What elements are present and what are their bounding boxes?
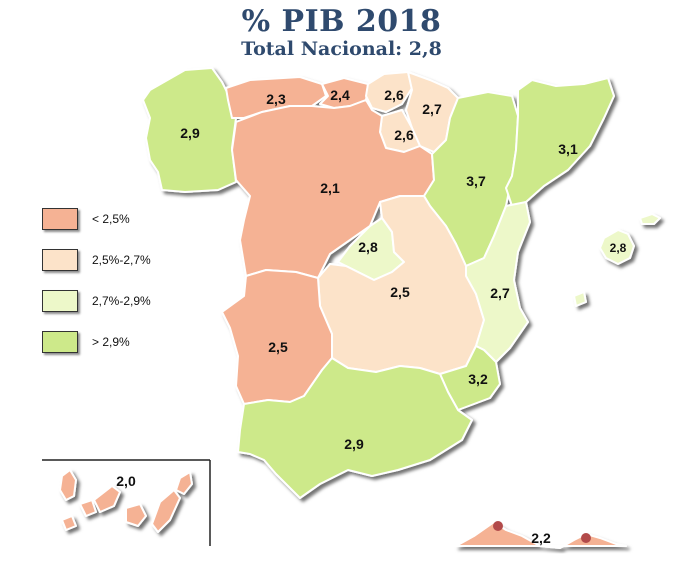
label-andalucia: 2,9 — [344, 436, 364, 452]
label-cantabria: 2,4 — [330, 87, 350, 103]
label-la-rioja: 2,6 — [394, 127, 414, 143]
legend-label: < 2,5% — [92, 211, 130, 226]
label-galicia: 2,9 — [180, 125, 200, 141]
region-canarias-hierro — [79, 499, 97, 517]
legend-item-lt-2-5: < 2,5% — [42, 206, 151, 231]
label-aragon: 3,7 — [466, 173, 486, 189]
label-comunidad-valenciana: 2,7 — [490, 285, 510, 301]
label-castilla-leon: 2,1 — [320, 180, 340, 196]
region-baleares-ibiza — [573, 291, 587, 307]
label-castilla-la-mancha: 2,5 — [390, 284, 410, 300]
map-title: % PIB 2018 — [241, 4, 442, 39]
label-cataluna: 3,1 — [558, 141, 578, 157]
region-cataluna — [505, 77, 615, 207]
label-pais-vasco: 2,6 — [384, 87, 404, 103]
legend-swatch — [42, 289, 78, 312]
region-galicia — [142, 67, 237, 193]
melilla-marker — [581, 533, 591, 543]
legend-label: 2,7%-2,9% — [92, 293, 151, 308]
label-ceuta-melilla: 2,2 — [531, 530, 551, 546]
label-baleares: 2,8 — [610, 241, 627, 255]
legend-swatch — [42, 330, 78, 353]
ceuta-melilla-inset: 2,2 — [455, 521, 627, 549]
region-canarias-lanzarote — [175, 471, 193, 495]
legend-label: > 2,9% — [92, 334, 130, 349]
label-extremadura: 2,5 — [268, 339, 288, 355]
legend-label: 2,5%-2,7% — [92, 252, 151, 267]
legend-swatch — [42, 207, 78, 230]
legend-item-2-5-2-7: 2,5%-2,7% — [42, 247, 151, 272]
legend-item-2-7-2-9: 2,7%-2,9% — [42, 288, 151, 313]
legend-item-gt-2-9: > 2,9% — [42, 329, 151, 354]
region-pais-vasco — [365, 71, 413, 113]
region-canarias-lapalma — [59, 469, 77, 501]
region-canarias-fuerteventura — [151, 489, 181, 533]
region-baleares-menorca — [639, 213, 661, 225]
canarias-inset: 2,0 — [42, 459, 211, 546]
label-canarias: 2,0 — [116, 473, 136, 489]
region-baleares — [599, 229, 635, 265]
region-canarias-grancanaria — [125, 503, 147, 527]
map-subtitle: Total Nacional: 2,8 — [241, 38, 442, 60]
label-navarra: 2,7 — [422, 101, 442, 117]
ceuta-marker — [493, 521, 503, 531]
label-asturias: 2,3 — [266, 91, 286, 107]
label-madrid: 2,8 — [358, 239, 378, 255]
legend-swatch — [42, 248, 78, 271]
region-canarias-gomera — [61, 515, 77, 531]
region-canarias-tenerife — [93, 485, 121, 513]
label-murcia: 3,2 — [468, 371, 488, 387]
legend: < 2,5% 2,5%-2,7% 2,7%-2,9% > 2,9% — [42, 206, 151, 370]
region-andalucia — [237, 357, 473, 499]
